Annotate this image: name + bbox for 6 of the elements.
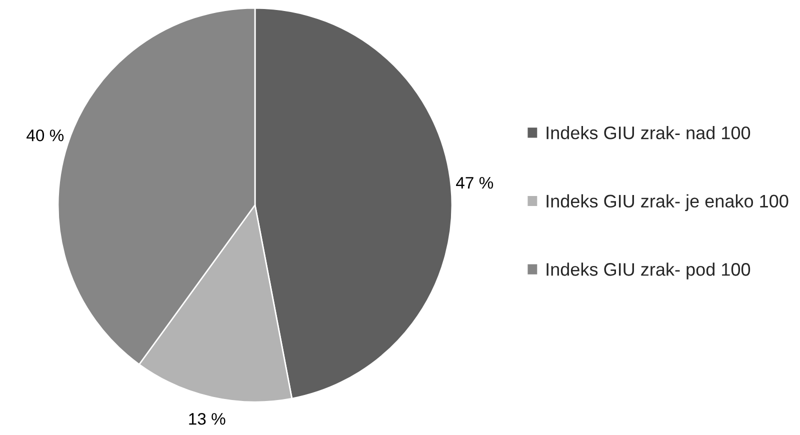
data-label: 40 % [26, 129, 64, 142]
legend-label: Indeks GIU zrak- pod 100 [546, 262, 750, 280]
data-label: 47 % [456, 176, 494, 189]
legend-label: Indeks GIU zrak- nad 100 [546, 126, 750, 140]
data-label: 13 % [189, 413, 226, 425]
legend-label: Indeks GIU zrak- je enako 100 [546, 194, 788, 212]
